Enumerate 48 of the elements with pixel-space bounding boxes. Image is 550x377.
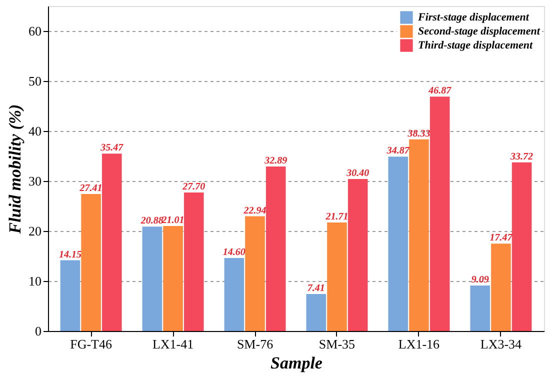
bar (224, 258, 244, 331)
bar (512, 162, 532, 331)
bar (184, 192, 204, 331)
bar (306, 294, 326, 331)
legend-label: First-stage displacement (417, 12, 530, 24)
x-tick-label: SM-35 (318, 336, 356, 352)
y-tick-label: 60 (28, 24, 42, 38)
data-label: 38.33 (406, 128, 430, 140)
data-label: 7.41 (307, 282, 325, 294)
x-axis-title: Sample (270, 354, 323, 372)
bar (142, 226, 162, 331)
x-tick-label: SM-76 (236, 336, 274, 352)
data-label: 27.41 (78, 182, 102, 194)
y-axis-title: Fluid mobility (%) (6, 104, 24, 235)
bar (430, 96, 450, 331)
x-tick-label: FG-T46 (70, 336, 112, 352)
x-tick-label: LX3-34 (480, 336, 522, 352)
data-label: 30.40 (346, 168, 370, 179)
x-tick-label: LX1-16 (398, 336, 440, 352)
y-tick-label: 20 (28, 224, 42, 238)
y-tick-label: 50 (28, 74, 42, 88)
bar (491, 244, 511, 331)
data-label: 9.09 (471, 274, 489, 286)
bar (409, 139, 429, 331)
bar (163, 226, 183, 331)
legend-label: Second-stage displacement (418, 26, 541, 38)
data-label: 46.87 (428, 86, 452, 97)
bar (470, 286, 490, 331)
bar (81, 194, 101, 331)
y-tick-label: 0 (35, 324, 42, 338)
bar (60, 260, 80, 331)
data-label: 32.89 (264, 156, 288, 167)
data-label: 35.47 (100, 142, 124, 154)
y-tick-label: 40 (28, 124, 42, 138)
bar (327, 222, 347, 331)
y-tick-label: 10 (28, 274, 42, 288)
data-label: 22.94 (242, 205, 266, 216)
bar (102, 154, 122, 331)
data-label: 27.70 (182, 182, 206, 192)
bar (245, 216, 265, 331)
bar (388, 156, 408, 331)
y-tick-label: 30 (28, 174, 42, 188)
data-label: 21.71 (324, 211, 348, 222)
legend-label: Third-stage displacement (418, 40, 534, 52)
bar (348, 179, 368, 331)
bar (266, 166, 286, 331)
x-tick-label: LX1-41 (152, 336, 194, 352)
data-label: 33.72 (510, 151, 534, 162)
